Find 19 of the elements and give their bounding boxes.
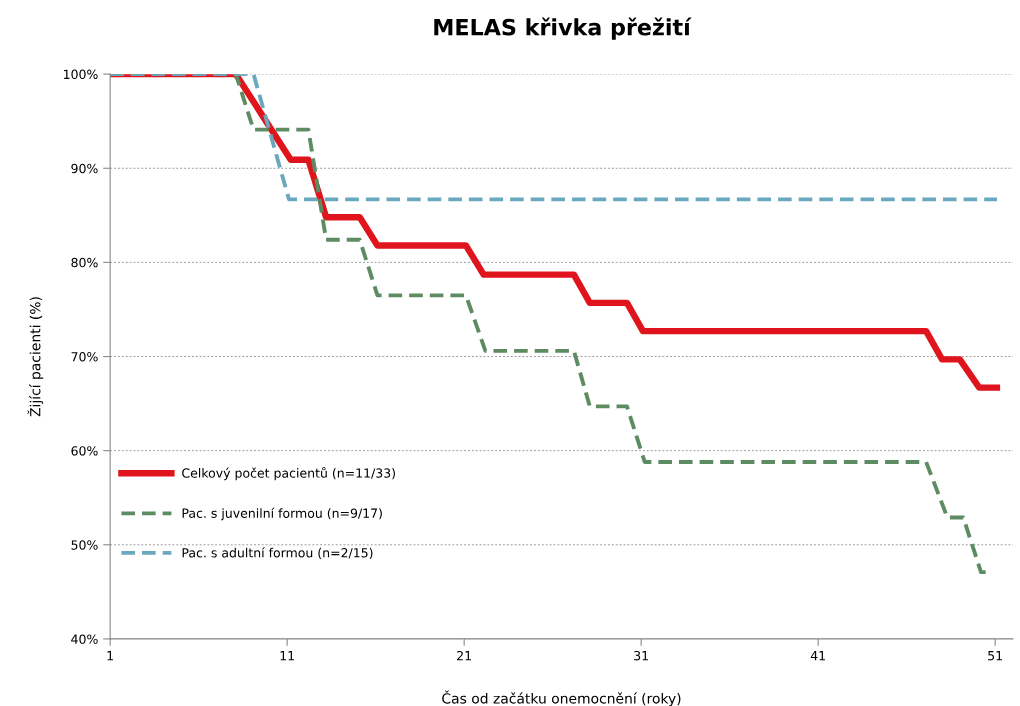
y-tick-label: 100%	[63, 69, 98, 80]
x-tick-label: 1	[107, 651, 113, 661]
y-tick-label: 60%	[71, 446, 98, 456]
y-tick-label: 90%	[71, 163, 98, 174]
x-tick-label: 41	[810, 651, 825, 661]
y-tick-label: 80%	[71, 257, 98, 268]
legend-label: Celkový počet pacientů (n=11/33)	[182, 467, 395, 481]
legend-label: Pac. s adultní formou (n=2/15)	[182, 547, 373, 559]
legend-label: Pac. s juvenilní formou (n=9/17)	[182, 507, 382, 521]
y-tick-label: 50%	[71, 540, 98, 550]
x-tick-label: 11	[280, 651, 294, 661]
y-tick-label: 70%	[71, 352, 98, 362]
y-tick-label: 40%	[71, 634, 98, 644]
chart-title: MELAS křivka přežití	[434, 17, 692, 40]
x-axis-title: Čas od začátku onemocnění (roky)	[442, 690, 681, 706]
y-axis-title: Žijící pacienti (%)	[27, 297, 44, 417]
x-tick-label: 51	[988, 651, 1002, 661]
x-tick-label: 31	[634, 650, 648, 661]
x-tick-label: 21	[457, 650, 471, 661]
